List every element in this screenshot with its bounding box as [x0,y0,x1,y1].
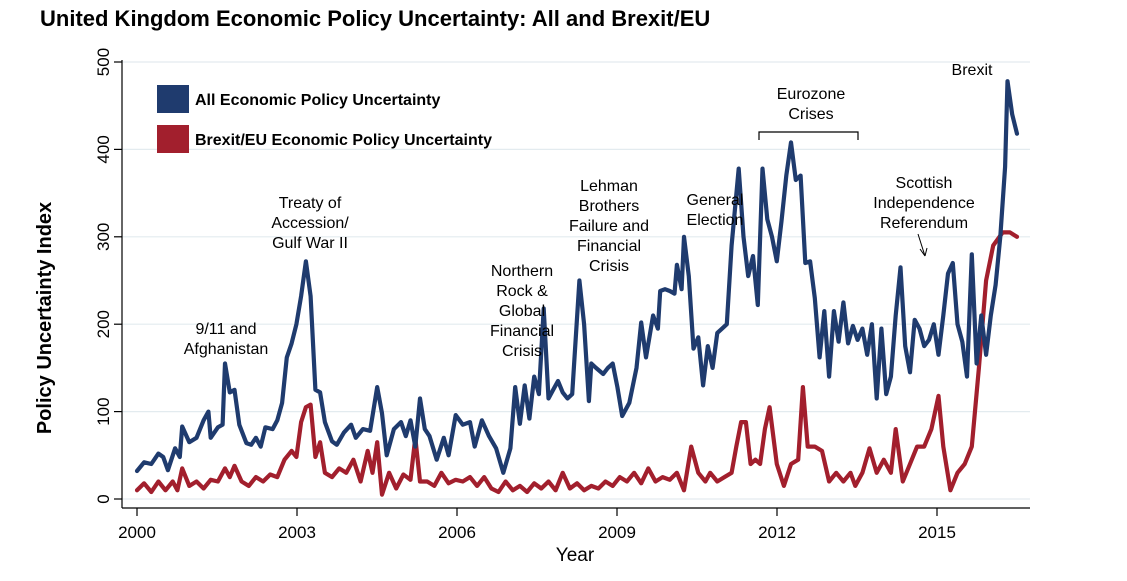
x-tick-label-2015: 2015 [918,523,956,542]
annot-eurozone-line-0: Eurozone [777,86,846,103]
annot-northern-rock-line-3: Financial [490,323,554,340]
legend: All Economic Policy Uncertainty Brexit/EU… [157,85,492,153]
legend-label-0: All Economic Policy Uncertainty [195,92,441,109]
x-tick-label-2000: 2000 [118,523,156,542]
y-tick-label-200: 200 [94,310,113,338]
legend-swatch-1 [157,125,189,153]
annot-northern-rock-line-2: Global [499,303,545,320]
annot-scottish-line-1: Independence [873,195,975,212]
annot-lehman-line-2: Failure and [569,218,649,235]
series-line-all-epu [134,79,1020,475]
annot-lehman-line-0: Lehman [580,178,638,195]
y-tick-label-100: 100 [94,397,113,425]
scottish-arrow [917,233,926,257]
annot-general-election-line-1: Election [687,212,744,229]
annot-treaty-line-1: Accession/ [271,215,349,232]
annot-treaty-line-0: Treaty of [279,195,342,212]
legend-swatch-0 [157,85,189,113]
axes: 0 100 200 300 400 500 2000 2003 2006 2009 2012 2015 [94,48,1030,542]
annot-911-line-0: 9/11 and [195,321,256,338]
y-tick-label-300: 300 [94,223,113,251]
x-tick-label-2012: 2012 [758,523,796,542]
series-lines [134,79,1020,497]
x-tick-label-2009: 2009 [598,523,636,542]
y-tick-label-500: 500 [94,48,113,76]
annotations: 9/11 and Afghanistan Treaty of Accession/Gu… [184,62,993,360]
eurozone-bracket [758,131,859,140]
annot-lehman-line-4: Crisis [589,258,629,275]
annot-brexit-line-0: Brexit [952,62,993,79]
annot-lehman-line-3: Financial [577,238,641,255]
chart-title: United Kingdom Economic Policy Uncertain… [40,6,711,31]
annot-scottish-line-0: Scottish [896,175,953,192]
x-tick-label-2006: 2006 [438,523,476,542]
x-axis-title: Year [556,545,595,566]
annot-911-line-1: Afghanistan [184,341,269,358]
annot-treaty-line-2: Gulf War II [272,235,348,252]
annot-northern-rock-line-4: Crisis [502,343,542,360]
x-tick-label-2003: 2003 [278,523,316,542]
series-line-brexit-eu-epu [134,230,1020,497]
y-tick-label-400: 400 [94,135,113,163]
legend-label-1: Brexit/EU Economic Policy Uncertainty [195,132,492,149]
scottish-arrow-head [919,247,928,257]
annot-northern-rock-line-0: Northern [491,263,553,280]
annot-lehman-line-1: Brothers [579,198,639,215]
annot-scottish-line-2: Referendum [880,215,968,232]
y-axis-title: Policy Uncertainty Index [34,202,56,434]
y-tick-label-0: 0 [94,494,113,503]
annot-northern-rock-line-1: Rock & [496,283,548,300]
annot-eurozone-line-1: Crises [788,106,833,123]
annot-general-election-line-0: General [687,192,744,209]
